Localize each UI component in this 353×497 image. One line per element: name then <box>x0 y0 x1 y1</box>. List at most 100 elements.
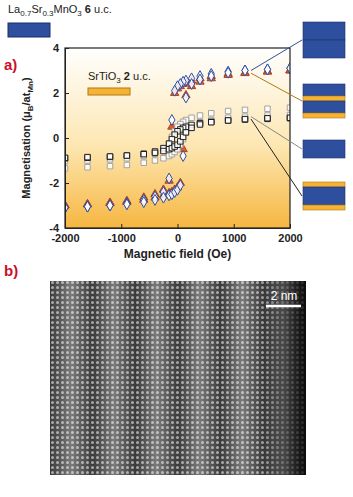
marker <box>242 107 247 112</box>
pointer-line <box>251 119 302 196</box>
marker <box>141 151 146 156</box>
marker <box>209 111 214 116</box>
marker <box>152 150 157 155</box>
marker <box>161 148 166 153</box>
y-axis-title: Magnetisation (μB/atMn) <box>20 77 35 199</box>
axis-line <box>66 228 291 229</box>
tick-label: 2 <box>53 87 59 99</box>
tick: -4 <box>49 222 69 234</box>
layer-icon <box>303 205 345 210</box>
marker <box>124 153 129 158</box>
text-segment: 0.3 <box>42 9 54 18</box>
marker <box>166 173 172 184</box>
tick-label: -4 <box>49 222 60 234</box>
series <box>65 63 290 213</box>
tick-label: 4 <box>53 42 60 54</box>
marker <box>242 116 247 121</box>
marker <box>124 153 129 158</box>
marker <box>242 65 248 76</box>
marker <box>225 67 231 78</box>
marker <box>189 125 194 130</box>
tick: 2 <box>53 87 69 99</box>
annotation: SrTiO3 2 u.c. <box>88 70 151 85</box>
tick-label: -2 <box>49 177 59 189</box>
marker <box>197 122 202 127</box>
marker <box>209 119 214 124</box>
pointer-line <box>251 40 302 71</box>
marker <box>197 113 202 118</box>
marker <box>161 156 166 161</box>
marker <box>84 201 90 212</box>
marker <box>208 71 214 82</box>
marker <box>172 85 178 96</box>
schematics <box>251 22 345 210</box>
layer-icon <box>303 113 345 118</box>
pointer-line <box>251 117 302 149</box>
marker <box>225 118 230 123</box>
image-lattice <box>50 281 306 475</box>
layer-icon <box>303 101 345 113</box>
layer-icon <box>88 88 130 95</box>
text-segment: /at <box>20 92 32 105</box>
marker <box>107 200 113 211</box>
marker <box>160 192 166 203</box>
marker <box>264 64 270 75</box>
tick: 2000 <box>278 224 302 244</box>
marker <box>265 106 270 111</box>
tick-label: 2000 <box>278 232 302 244</box>
marker <box>242 117 247 122</box>
tick-mark <box>65 228 69 229</box>
marker <box>152 194 158 205</box>
marker <box>188 79 194 90</box>
marker <box>265 115 270 120</box>
layer-icon <box>303 140 345 158</box>
plot-background <box>65 48 290 228</box>
marker <box>141 160 146 165</box>
marker <box>242 65 248 76</box>
tick-mark <box>234 224 235 228</box>
annotation: La0.7Sr0.3MnO3 6 u.c. <box>8 3 112 18</box>
image-edge <box>50 281 306 475</box>
plot-marks <box>65 63 290 213</box>
panel-label: b) <box>4 262 18 279</box>
layer-icon <box>303 187 345 205</box>
tick-mark <box>290 224 291 228</box>
marker <box>107 163 112 168</box>
tick-mark <box>65 138 69 139</box>
x-axis-title: Magnetic field (Oe) <box>124 247 231 261</box>
marker <box>85 154 90 159</box>
series <box>65 66 290 208</box>
marker <box>180 151 186 162</box>
marker <box>141 151 146 156</box>
figure: a) La0.7Sr0.3MnO3 6 u.c. SrTiO3 2 u.c. -2 0 0… <box>0 0 353 497</box>
marker <box>107 200 113 211</box>
marker <box>152 158 157 163</box>
marker <box>85 155 90 160</box>
marker <box>183 92 189 103</box>
image-base <box>50 281 306 475</box>
marker <box>85 165 90 170</box>
tick-mark <box>65 48 69 49</box>
marker <box>169 115 175 126</box>
scale-bar <box>266 305 301 308</box>
layer-icon <box>303 96 345 101</box>
tick-label: 0 <box>53 132 59 144</box>
marker <box>124 162 129 167</box>
marker <box>265 116 270 121</box>
marker <box>124 199 130 210</box>
marker <box>209 120 214 125</box>
marker <box>225 118 230 123</box>
layer-icon <box>8 23 50 37</box>
series <box>65 115 290 161</box>
text-segment: 0.7 <box>20 9 32 18</box>
layer-icon <box>303 40 345 58</box>
plot-frame <box>65 48 290 228</box>
marker <box>189 115 194 120</box>
marker <box>183 130 188 135</box>
panel-label: a) <box>4 56 17 73</box>
tick-label: -1000 <box>108 232 136 244</box>
text-segment: SrTiO <box>88 70 117 82</box>
layer-icon <box>303 182 345 187</box>
tick: 4 <box>53 42 69 54</box>
tick: 0 <box>53 132 69 144</box>
